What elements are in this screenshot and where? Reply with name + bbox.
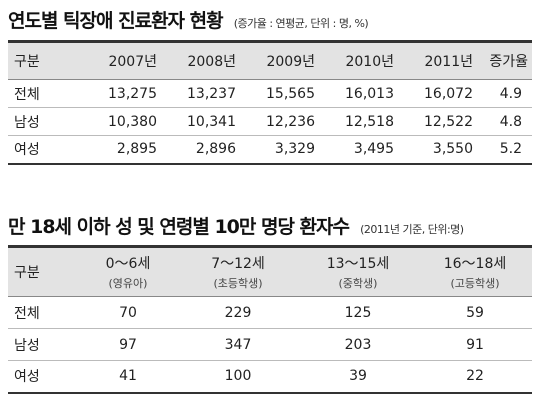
table1-header-category: 구분 — [14, 54, 40, 70]
table2-header-age-sub: (고등학생) — [450, 277, 500, 290]
table2-cell: 229 — [178, 296, 298, 329]
table1-cell: 13,275 — [78, 79, 157, 108]
table1-row-female: 여성 2,895 2,896 3,329 3,495 3,550 5.2 — [8, 135, 532, 165]
table1-unit-note: (증가율 : 연평균, 단위 : 명, %) — [233, 17, 369, 30]
table2-cell: 22 — [418, 360, 532, 394]
table2-header-age-13-15: 13～15세 (중학생) — [298, 247, 418, 297]
table2-unit-note: (2011년 기준, 단위:명) — [360, 223, 464, 236]
table1-cell: 남성 — [8, 107, 78, 136]
table1-cell: 10,341 — [157, 107, 236, 136]
table2-cell: 70 — [78, 296, 178, 329]
table1-annual-patients: 구분 2007년 2008년 2009년 2010년 2011년 증가율 전체 … — [8, 40, 532, 165]
table2-cell: 41 — [78, 360, 178, 394]
table1-header-2008: 2008년 — [187, 54, 236, 70]
table1-header-2009: 2009년 — [266, 54, 315, 70]
table2-cell: 125 — [298, 296, 418, 329]
table2-header-age-sub: (중학생) — [338, 277, 378, 290]
table2-cell: 97 — [78, 328, 178, 361]
table2-header-age-label: 13～15세 — [326, 256, 390, 272]
table2-cell: 59 — [418, 296, 532, 329]
table2-header-category: 구분 — [14, 265, 40, 281]
table1-header-2007: 2007년 — [108, 54, 157, 70]
table2-age-group-patients: 구분 0～6세 (영유아) 7～12세 (초등학생) 13～15세 (중학생) … — [8, 245, 532, 394]
table1-cell: 16,013 — [315, 79, 394, 108]
table2-cell: 203 — [298, 328, 418, 361]
table1-cell: 3,495 — [315, 135, 394, 165]
table1-cell: 여성 — [8, 135, 78, 165]
table2-cell: 남성 — [8, 328, 78, 361]
table1-row-total: 전체 13,275 13,237 15,565 16,013 16,072 4.… — [8, 79, 532, 108]
table1-cell: 2,895 — [78, 135, 157, 165]
table1-cell: 16,072 — [394, 79, 473, 108]
table2-cell: 여성 — [8, 360, 78, 394]
table1-header-2010: 2010년 — [345, 54, 394, 70]
table1-cell: 12,522 — [394, 107, 473, 136]
table1-cell: 2,896 — [157, 135, 236, 165]
table2-header-age-7-12: 7～12세 (초등학생) — [178, 247, 298, 297]
table2-header-age-16-18: 16～18세 (고등학생) — [418, 247, 532, 297]
table2-header-age-label: 0～6세 — [105, 256, 151, 272]
table1-cell: 5.2 — [473, 135, 532, 165]
table2-header-age-label: 7～12세 — [211, 256, 265, 272]
table2-cell: 전체 — [8, 296, 78, 329]
table1-header-2011: 2011년 — [424, 54, 473, 70]
table1-cell: 13,237 — [157, 79, 236, 108]
table1-header-row: 구분 2007년 2008년 2009년 2010년 2011년 증가율 — [8, 41, 532, 80]
table2-title: 만 18세 이하 성 및 연령별 10만 명당 환자수 — [8, 216, 350, 238]
table2-cell: 39 — [298, 360, 418, 394]
table2-row-total: 전체 70 229 125 59 — [8, 296, 532, 329]
table2-header-age-sub: (초등학생) — [213, 277, 263, 290]
table2-cell: 100 — [178, 360, 298, 394]
table1-cell: 12,236 — [236, 107, 315, 136]
table2-header-age-sub: (영유아) — [108, 277, 148, 290]
table2-header-age-0-6: 0～6세 (영유아) — [78, 247, 178, 297]
table2-title-row: 만 18세 이하 성 및 연령별 10만 명당 환자수 (2011년 기준, 단… — [8, 212, 464, 239]
table1-header-growth-rate: 증가율 — [489, 54, 528, 70]
table2-header-age-label: 16～18세 — [443, 256, 507, 272]
table1-title-row: 연도별 틱장애 진료환자 현황 (증가율 : 연평균, 단위 : 명, %) — [8, 6, 369, 33]
table2-cell: 347 — [178, 328, 298, 361]
table2-row-female: 여성 41 100 39 22 — [8, 360, 532, 394]
table2-row-male: 남성 97 347 203 91 — [8, 328, 532, 361]
table1-row-male: 남성 10,380 10,341 12,236 12,518 12,522 4.… — [8, 107, 532, 136]
table1-cell: 4.8 — [473, 107, 532, 136]
table1-cell: 12,518 — [315, 107, 394, 136]
table1-cell: 15,565 — [236, 79, 315, 108]
table1-cell: 전체 — [8, 79, 78, 108]
table1-cell: 4.9 — [473, 79, 532, 108]
table1-cell: 3,550 — [394, 135, 473, 165]
table2-cell: 91 — [418, 328, 532, 361]
table1-cell: 10,380 — [78, 107, 157, 136]
table2-header-row: 구분 0～6세 (영유아) 7～12세 (초등학생) 13～15세 (중학생) … — [8, 246, 532, 297]
table1-cell: 3,329 — [236, 135, 315, 165]
table1-title: 연도별 틱장애 진료환자 현황 — [8, 10, 224, 32]
